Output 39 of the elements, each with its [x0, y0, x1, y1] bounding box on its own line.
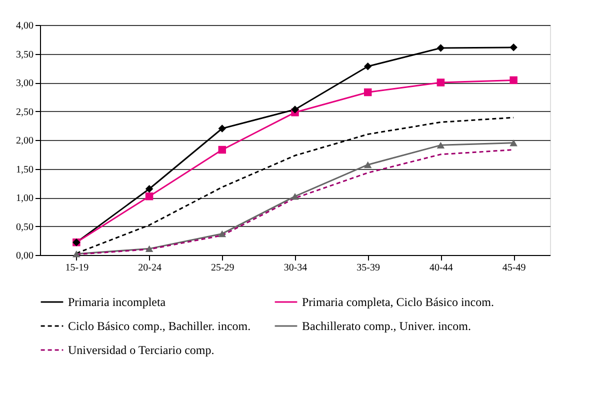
point — [510, 44, 518, 52]
legend-label: Universidad o Terciario comp. — [68, 343, 214, 357]
point — [145, 185, 154, 193]
x-tick-label: 20-24 — [138, 262, 162, 274]
y-tick-label: 0,50 — [16, 222, 34, 233]
point — [364, 88, 372, 96]
point — [291, 106, 299, 114]
point — [291, 192, 299, 200]
y-tick-label: 1,50 — [16, 164, 34, 176]
y-tick-label: 4,00 — [16, 20, 34, 32]
y-tick-label: 0,00 — [16, 250, 34, 262]
point — [436, 142, 445, 149]
point — [364, 62, 372, 70]
point — [218, 124, 226, 132]
x-tick-label: 40-44 — [430, 262, 453, 274]
x-tick-label: 35-39 — [356, 262, 380, 274]
y-tick-label: 2,50 — [16, 106, 34, 118]
y-tick-label: 2,00 — [16, 136, 34, 146]
legend-label: Bachillerato comp., Univer. incom. — [302, 319, 471, 333]
x-tick-label: 15-19 — [65, 262, 89, 274]
legend-label: Ciclo Básico comp., Bachiller. incom. — [68, 319, 251, 333]
y-tick-label: 1,00 — [16, 193, 34, 204]
x-tick-label: 30-34 — [284, 262, 308, 274]
legend-label: Primaria completa, Ciclo Básico incom. — [302, 295, 494, 309]
point — [436, 44, 445, 52]
legend-label: Primaria incompleta — [68, 295, 166, 309]
point — [364, 161, 372, 168]
x-tick-label: 25-29 — [210, 262, 234, 274]
point — [510, 76, 518, 84]
point — [510, 140, 518, 146]
point — [436, 78, 445, 86]
y-tick-label: 3,50 — [16, 49, 34, 60]
point — [218, 146, 226, 154]
point — [72, 250, 80, 258]
y-tick-label: 3,00 — [16, 78, 34, 89]
point — [145, 245, 154, 252]
point — [218, 230, 226, 238]
point — [145, 192, 154, 200]
x-tick-label: 45-49 — [502, 262, 526, 274]
